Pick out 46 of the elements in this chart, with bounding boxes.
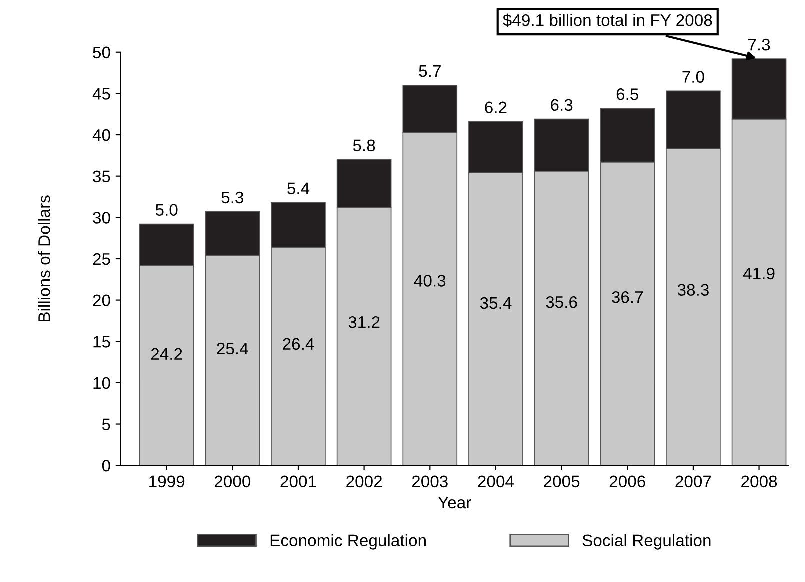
data-label: 24.2	[151, 348, 182, 360]
data-label: 35.4	[480, 297, 512, 310]
data-label: 25.4	[217, 342, 248, 355]
data-label: 5.0	[156, 204, 178, 216]
data-label: 41.9	[743, 268, 775, 280]
data-label: 5.3	[222, 192, 244, 204]
y-tick-label: 10	[94, 377, 110, 390]
y-tick-label: 30	[93, 212, 110, 224]
data-label: 35.6	[546, 296, 578, 308]
data-label: 36.7	[612, 291, 644, 304]
x-tick-label: 1999	[150, 476, 185, 488]
x-tick-label: 2002	[346, 476, 382, 488]
y-tick-label: 20	[93, 294, 110, 307]
x-tick-label: 2000	[214, 476, 251, 488]
legend-label: Social Regulation	[582, 534, 711, 550]
annotation: $49.1 billion total in FY 2008	[503, 14, 712, 28]
data-label: 5.4	[288, 182, 310, 195]
y-tick-label: 50	[93, 46, 110, 59]
x-tick-label: 2001	[280, 476, 316, 488]
x-tick-label: 2003	[412, 476, 448, 488]
y-tick-label: 5	[102, 418, 110, 430]
y-tick-label: 25	[93, 253, 110, 266]
y-tick-label: 45	[92, 88, 110, 100]
legend-label: Economic Regulation	[270, 534, 426, 550]
data-label: 5.8	[353, 140, 376, 152]
data-label: 6.5	[616, 88, 639, 100]
x-tick-label: 2004	[478, 476, 514, 488]
x-axis-title: Year	[438, 497, 472, 509]
y-tick-label: 0	[102, 460, 110, 472]
data-label: 40.3	[414, 275, 446, 287]
data-label: 26.4	[283, 338, 314, 350]
data-label: 7.3	[748, 38, 770, 51]
y-tick-label: 15	[94, 336, 110, 348]
x-tick-label: 2008	[742, 476, 778, 488]
y-axis-title: Billions of Dollars	[38, 196, 50, 322]
data-label: 6.3	[551, 99, 573, 112]
data-label: 7.0	[682, 71, 704, 83]
data-label: 31.2	[348, 316, 380, 328]
y-tick-label: 35	[93, 170, 110, 183]
data-label: 5.7	[419, 66, 441, 78]
y-tick-label: 40	[92, 129, 110, 142]
data-label: 6.2	[485, 102, 507, 114]
x-tick-label: 2007	[676, 476, 712, 488]
data-label: 38.3	[678, 284, 709, 296]
x-tick-label: 2005	[544, 476, 580, 488]
x-tick-label: 2006	[610, 476, 646, 488]
